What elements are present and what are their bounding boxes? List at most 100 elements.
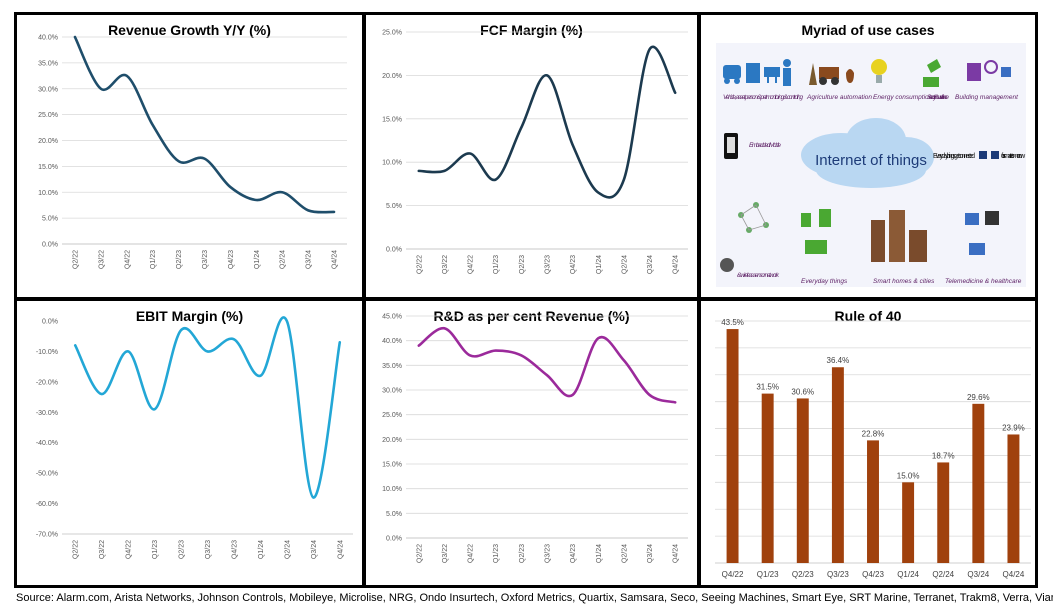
data-point xyxy=(520,354,523,357)
rule-of-40-panel: Rule of 40 43.5% Q4/22 31.5% Q1/23 30.6% Q2/2… xyxy=(701,301,1035,585)
data-point xyxy=(597,191,600,194)
y-tick-label: -30.0% xyxy=(36,410,58,417)
ebit-margin-panel: EBIT Margin (%) -70.0% -60.0% -50.0% -40.0%… xyxy=(17,301,362,585)
x-tick-label: Q3/22 xyxy=(98,250,105,269)
data-point xyxy=(307,209,309,212)
bar xyxy=(972,403,985,563)
label-telemedicine: Telemedicine & healthcare xyxy=(945,278,1022,285)
y-tick-label: 40.0% xyxy=(382,338,402,345)
y-tick-label: -60.0% xyxy=(36,501,58,508)
bar-value-label: 43.5% xyxy=(721,318,744,327)
data-point xyxy=(520,126,523,129)
x-tick-label: Q1/23 xyxy=(150,250,157,269)
data-point xyxy=(206,350,209,353)
y-tick-label: 5.0% xyxy=(42,216,58,223)
iot-use-cases-panel: Myriad of use cases xyxy=(701,15,1035,297)
x-tick-label: Q4/24 xyxy=(673,544,680,563)
y-tick-label: 30.0% xyxy=(382,388,402,395)
x-tick-label: Q4/24 xyxy=(337,540,344,559)
x-tick-label: Q3/22 xyxy=(442,544,449,563)
x-tick-label: Q3/22 xyxy=(442,255,449,274)
series-line xyxy=(417,45,677,199)
y-tick-label: 30.0% xyxy=(38,86,58,93)
data-point xyxy=(674,91,676,94)
label-smart-homes: Smart homes & cities xyxy=(873,278,935,285)
x-tick-label: Q2/22 xyxy=(72,250,79,269)
mobile-icon xyxy=(724,133,738,159)
y-tick-label: -50.0% xyxy=(36,471,58,478)
data-point xyxy=(443,327,446,330)
y-tick-label: 40.0% xyxy=(38,35,58,42)
x-tick-label: Q2/24 xyxy=(621,255,628,274)
data-point xyxy=(469,152,471,155)
data-point xyxy=(571,144,574,146)
x-tick-label: Q4/23 xyxy=(570,255,577,274)
revenue-growth-panel: Revenue Growth Y/Y (%) 0.0% 5.0% 10.0% 15.0… xyxy=(17,15,362,297)
bar xyxy=(902,482,915,563)
x-tick-label: Q1/23 xyxy=(493,255,500,274)
x-tick-label: Q3/22 xyxy=(99,540,106,559)
bar xyxy=(726,329,739,563)
x-tick-label: Q1/23 xyxy=(757,570,779,579)
series-line xyxy=(73,35,336,214)
data-point xyxy=(338,341,341,344)
y-tick-label: 15.0% xyxy=(382,116,402,123)
source-note: Source: Alarm.com, Arista Networks, John… xyxy=(16,592,1053,604)
y-tick-label: 10.0% xyxy=(382,160,402,167)
x-tick-label: Q3/24 xyxy=(311,540,318,559)
y-tick-label: 5.0% xyxy=(386,511,402,518)
x-tick-label: Q3/23 xyxy=(827,570,849,579)
x-tick-label: Q3/23 xyxy=(202,250,209,269)
x-tick-label: Q4/24 xyxy=(1003,570,1025,579)
data-point xyxy=(151,124,154,126)
rnd-panel: R&D as per cent Revenue (%) 0.0% 5.0% 10.0… xyxy=(366,301,697,585)
data-point xyxy=(233,338,235,341)
smart-homes-icon xyxy=(871,210,927,262)
series-line xyxy=(73,316,342,499)
data-point xyxy=(443,170,446,172)
data-point xyxy=(418,344,420,347)
y-tick-label: 35.0% xyxy=(38,60,58,67)
y-tick-label: 35.0% xyxy=(382,363,402,370)
data-point xyxy=(100,393,103,395)
bar-value-label: 15.0% xyxy=(897,471,920,480)
data-point xyxy=(623,359,625,362)
y-tick-label: 20.0% xyxy=(382,73,402,80)
x-tick-label: Q3/23 xyxy=(545,544,552,563)
x-tick-label: Q4/23 xyxy=(231,540,238,559)
x-tick-label: Q1/23 xyxy=(152,540,159,559)
data-point xyxy=(469,354,471,357)
y-tick-label: 5.0% xyxy=(386,203,402,210)
data-point xyxy=(255,199,258,201)
chart-title: Rule of 40 xyxy=(834,308,902,324)
label-sensor: & wireless sensor network xyxy=(737,272,780,279)
data-point xyxy=(623,178,625,181)
ebit-margin-chart: -70.0% -60.0% -50.0% -40.0% -30.0% -20.0% -10.… xyxy=(36,316,353,559)
x-tick-label: Q3/24 xyxy=(647,255,654,274)
x-tick-label: Q2/23 xyxy=(176,250,183,269)
x-tick-label: Q4/22 xyxy=(722,570,744,579)
x-tick-label: Q1/23 xyxy=(493,544,500,563)
data-point xyxy=(259,374,262,377)
cloud-icon xyxy=(801,118,934,188)
y-tick-label: 45.0% xyxy=(382,314,402,321)
x-tick-label: Q4/24 xyxy=(332,250,339,269)
y-tick-label: -20.0% xyxy=(36,379,58,386)
bar xyxy=(1007,434,1020,563)
x-tick-label: Q4/22 xyxy=(124,250,131,269)
x-tick-label: Q1/24 xyxy=(258,540,265,559)
data-point xyxy=(203,157,206,160)
y-tick-label: 25.0% xyxy=(382,412,402,419)
bar-value-label: 18.7% xyxy=(932,451,955,460)
bar xyxy=(867,440,879,563)
data-point xyxy=(74,344,77,347)
tagline-left: Everyday things get connected xyxy=(933,153,975,160)
revenue-growth-chart: 0.0% 5.0% 10.0% 15.0% 20.0% 25.0% 30.0% 35.0% 40… xyxy=(38,35,347,269)
data-point xyxy=(571,394,574,396)
data-point xyxy=(648,394,651,396)
fcf-margin-panel: FCF Margin (%) 0.0% 5.0% 10.0% 15.0% 20.0% 25… xyxy=(366,15,697,297)
data-point xyxy=(177,160,180,162)
agriculture-icon xyxy=(809,63,854,85)
data-point xyxy=(546,74,548,77)
y-tick-label: 15.0% xyxy=(38,164,58,171)
